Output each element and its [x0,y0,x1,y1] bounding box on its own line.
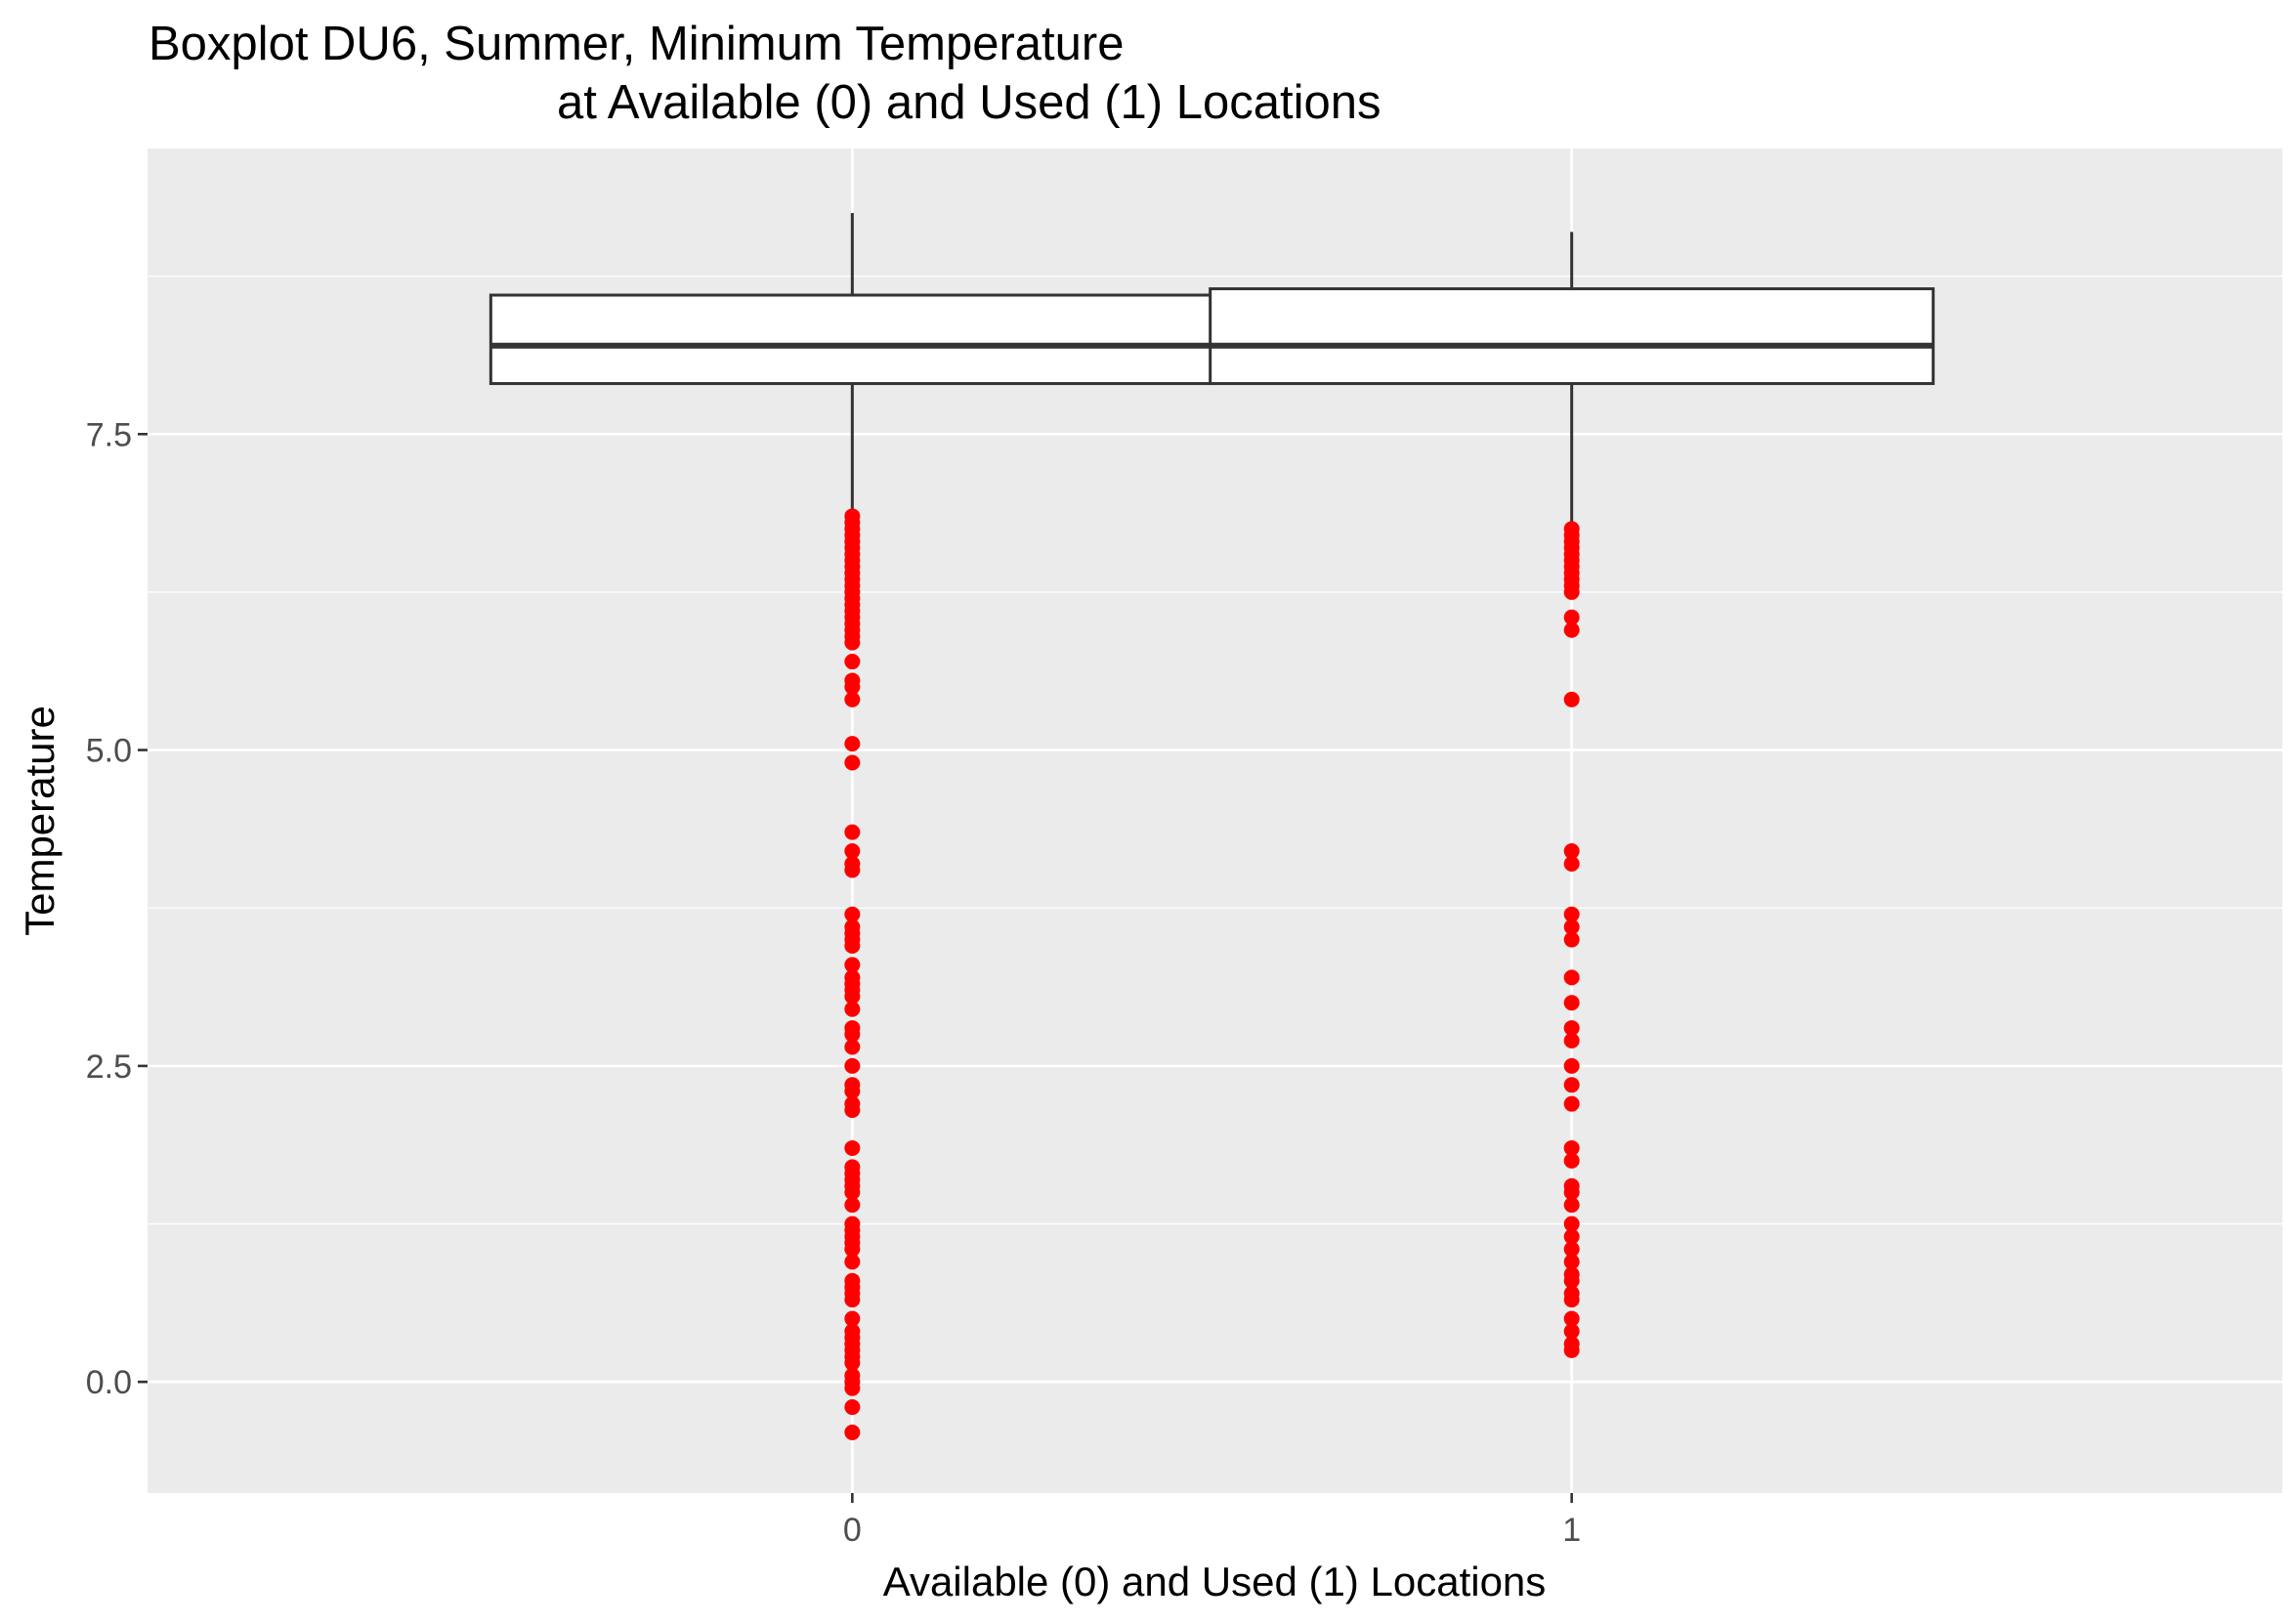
y-tick-label: 2.5 [86,1048,132,1086]
x-axis-title: Available (0) and Used (1) Locations [883,1559,1547,1604]
outlier-point [844,1001,861,1017]
outlier-point [844,1197,861,1214]
outlier-point [844,678,861,695]
outlier-point [1563,1292,1580,1308]
y-tick-label: 0.0 [86,1364,132,1401]
outlier-point [1563,1077,1580,1093]
outlier-point [1563,1323,1580,1340]
outlier-point [844,938,861,955]
chart-title-line-1: Boxplot DU6, Summer, Minimum Temperature [149,18,1125,70]
outlier-point [844,1184,861,1201]
outlier-point [844,1380,861,1396]
outlier-point [844,1254,861,1270]
y-tick-label: 7.5 [86,416,132,453]
outlier-point [1563,1020,1580,1037]
outlier-point [1563,609,1580,625]
outlier-point [844,1399,861,1416]
outlier-point [1563,1342,1580,1358]
outlier-point [1563,843,1580,860]
outlier-point [844,988,861,1004]
outlier-point [844,862,861,878]
outlier-point [844,1139,861,1156]
box-iqr [1209,287,1935,386]
outlier-point [1563,1033,1580,1049]
outlier-point [1563,1139,1580,1156]
y-tick-label: 5.0 [86,733,132,770]
outlier-point [844,843,861,860]
axis-layer: 0.0 2.5 5.0 7.5 0 1 [86,416,1581,1549]
outlier-point [1563,995,1580,1011]
outlier-point [844,1354,861,1371]
outlier-point [844,736,861,752]
outlier-point [1563,1095,1580,1112]
outlier-point [844,824,861,840]
outlier-point [844,1026,861,1043]
outlier-point [1563,855,1580,872]
outlier-point [844,634,861,651]
outlier-point [844,957,861,973]
outlier-point [1563,1254,1580,1270]
outlier-point [844,654,861,670]
outlier-point [844,1057,861,1074]
boxes-layer [489,212,1935,523]
outlier-point [844,906,861,922]
outlier-point [844,1424,861,1440]
outlier-point [1563,919,1580,935]
y-axis-title: Temperature [17,705,63,936]
outlier-point [1563,1241,1580,1258]
outlier-point [1563,1184,1580,1201]
outlier-point [844,1292,861,1308]
outlier-point [1563,1197,1580,1214]
box-iqr [489,293,1215,386]
outlier-point [1563,1057,1580,1074]
chart-title-line-2: at Available (0) and Used (1) Locations [557,76,1381,129]
outlier-point [1563,1310,1580,1327]
outlier-point [1563,583,1580,600]
x-tick-label: 0 [843,1512,862,1549]
outlier-point [844,691,861,707]
outlier-point [844,754,861,771]
outlier-point [1563,1152,1580,1169]
outlier-point [1563,621,1580,638]
outlier-point [1563,1216,1580,1232]
outlier-point [844,1241,861,1258]
outlier-point [844,1102,861,1119]
outlier-point [1563,906,1580,922]
outlier-point [844,1083,861,1099]
outlier-point [1563,1272,1580,1289]
x-tick-label: 1 [1562,1512,1581,1549]
outlier-point [1563,691,1580,707]
outlier-point [844,1310,861,1327]
outlier-point [844,1039,861,1055]
outlier-point [1563,931,1580,948]
outlier-point [1563,969,1580,986]
outlier-point [1563,1228,1580,1245]
outliers-layer [844,508,1580,1440]
